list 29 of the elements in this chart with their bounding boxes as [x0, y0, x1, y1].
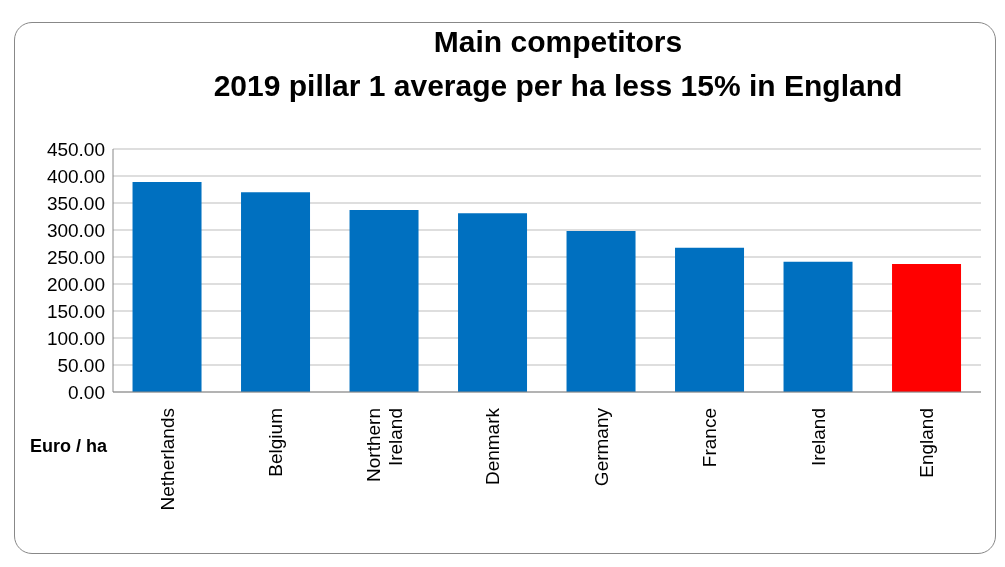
y-tick-label: 450.00	[46, 138, 105, 160]
x-tick-label: Germany	[590, 407, 612, 487]
y-axis-title: Euro / ha	[30, 436, 108, 457]
x-tick-label: Denmark	[482, 407, 504, 486]
y-tick-label: 400.00	[46, 165, 105, 187]
y-tick-label: 300.00	[46, 219, 105, 241]
y-tick-label: 50.00	[57, 354, 105, 376]
bar	[241, 192, 311, 392]
bar	[458, 213, 528, 392]
bar	[566, 231, 636, 392]
x-tick-label: Netherlands	[156, 408, 178, 511]
y-tick-label: 100.00	[46, 327, 105, 349]
bar	[349, 210, 419, 392]
x-tick-label: France	[699, 408, 721, 468]
bar	[132, 181, 202, 392]
chart-subtitle: 2019 pillar 1 average per ha less 15% in England	[212, 68, 904, 104]
bar	[892, 264, 962, 392]
x-tick-label: Northern Ireland	[362, 408, 406, 482]
y-tick-label: 150.00	[46, 300, 105, 322]
y-tick-label: 200.00	[46, 273, 105, 295]
chart-title: Main competitors	[432, 24, 684, 60]
x-tick-label: England	[916, 408, 938, 478]
x-tick-label: Ireland	[807, 408, 829, 467]
bar	[783, 261, 853, 392]
bar	[675, 247, 745, 392]
y-tick-label: 350.00	[46, 192, 105, 214]
y-tick-label: 250.00	[46, 246, 105, 268]
x-tick-label: Belgium	[265, 408, 287, 477]
y-tick-label: 0.00	[68, 381, 105, 403]
